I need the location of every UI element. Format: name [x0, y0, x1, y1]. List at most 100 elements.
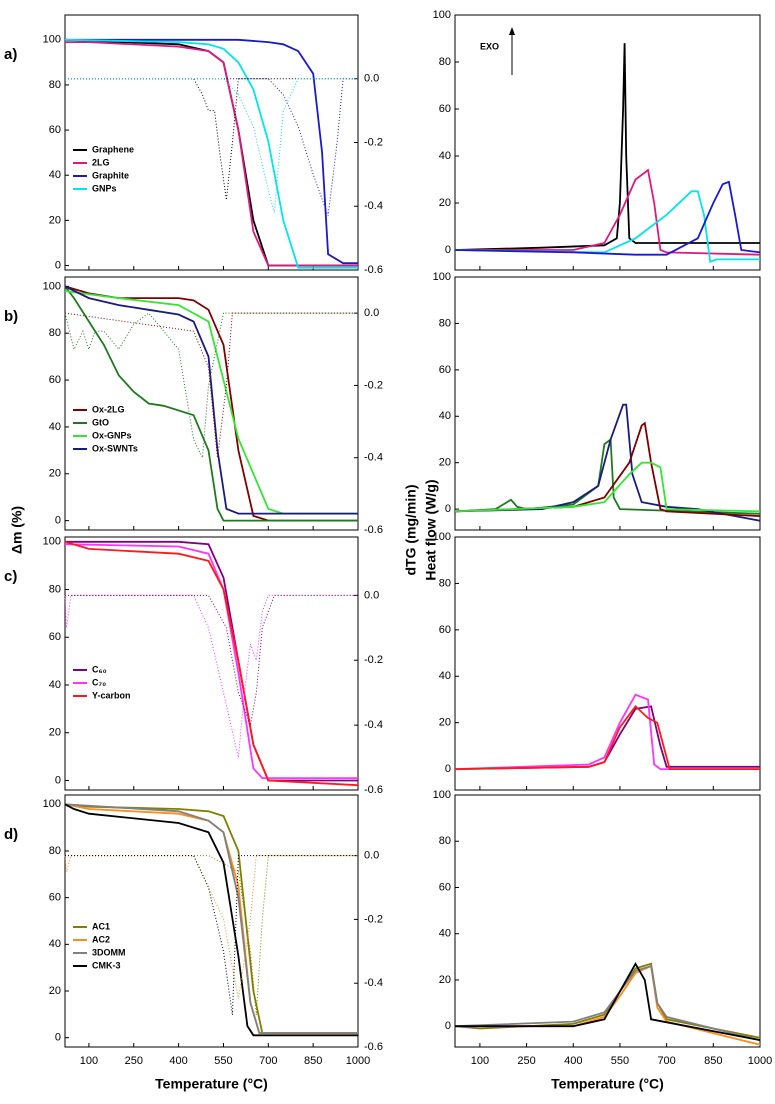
y-tick-label: 80 [49, 583, 61, 595]
y-tick-label: 20 [49, 727, 61, 739]
legend-label: 3DOMM [92, 947, 126, 957]
legend-label: Graphite [92, 170, 129, 180]
dtg-line [65, 855, 358, 1016]
panel-label: a) [4, 46, 17, 63]
series-line [454, 705, 760, 770]
y-tick-label: 60 [49, 124, 61, 136]
series-line [65, 540, 358, 782]
series-line [64, 540, 359, 787]
series-line [455, 168, 761, 256]
series-line [454, 421, 761, 517]
y2-tick-label: -0.2 [364, 136, 383, 148]
y2-tick-label: -0.6 [364, 784, 383, 796]
y2-tick-label: -0.4 [364, 719, 383, 731]
panel-label: b) [4, 308, 18, 325]
legend-label: GNPs [92, 183, 117, 193]
dtg-line [65, 78, 358, 213]
y-tick-label: 100 [43, 34, 61, 46]
series-line [64, 285, 358, 515]
series-line [65, 38, 358, 265]
y2-tick-label: -0.2 [364, 654, 383, 666]
y-tick-label: 40 [49, 421, 61, 433]
x-tick-label: 700 [657, 1055, 675, 1067]
dtg-line [64, 855, 358, 1000]
series-line [64, 38, 358, 269]
x-tick-label: 550 [214, 1055, 232, 1067]
x-axis-title: Temperature (°C) [155, 1076, 268, 1092]
series-line [454, 437, 761, 515]
legend-label: CMK-3 [92, 960, 121, 970]
plot-frame [454, 14, 761, 271]
y2-tick-label: -0.6 [364, 1041, 383, 1053]
right-y-title: Heat flow (W/g) [423, 479, 439, 580]
y-tick-label: 60 [439, 881, 451, 893]
x-tick-label: 550 [611, 1055, 629, 1067]
y-tick-label: 20 [49, 468, 61, 480]
y-tick-label: 40 [49, 938, 61, 950]
plot-frame [454, 794, 761, 1048]
y-tick-label: 20 [49, 985, 61, 997]
series-line [454, 461, 761, 513]
y-tick-label: 100 [43, 536, 61, 548]
legend-label: Ox-2LG [92, 404, 125, 414]
y-tick-label: 60 [49, 631, 61, 643]
y-tick-label: 0 [55, 259, 61, 271]
series-line [64, 285, 358, 522]
y-tick-label: 60 [49, 892, 61, 904]
legend-label: AC1 [92, 921, 110, 931]
y-tick-label: 20 [439, 457, 451, 469]
x-tick-label: 850 [304, 1055, 322, 1067]
series-line [454, 43, 760, 251]
y-tick-label: 20 [439, 974, 451, 986]
series-line [455, 961, 761, 1041]
legend-label: Ox-GNPs [92, 430, 132, 440]
dtg-line [65, 78, 358, 216]
y-tick-label: 20 [439, 197, 451, 209]
y2-tick-label: -0.6 [364, 264, 383, 276]
series-line [455, 964, 761, 1046]
x-tick-label: 400 [564, 1055, 582, 1067]
x-tick-label: 850 [704, 1055, 722, 1067]
y-tick-label: 0 [445, 1020, 451, 1032]
panel-label: c) [4, 568, 17, 585]
plot-frame [64, 536, 359, 791]
y-tick-label: 80 [49, 327, 61, 339]
y2-tick-label: 0.0 [364, 73, 379, 85]
y2-tick-label: -0.2 [364, 913, 383, 925]
y2-tick-label: -0.4 [364, 452, 383, 464]
plot-frame [64, 794, 359, 1048]
exo-arrowhead [509, 27, 515, 35]
series-line [64, 803, 358, 1034]
plot-frame [454, 276, 761, 531]
x-tick-label: 1000 [748, 1055, 772, 1067]
y-tick-label: 40 [439, 410, 451, 422]
y-tick-label: 20 [49, 214, 61, 226]
series-line [64, 803, 358, 1037]
left-y-title: Δm (%) [9, 506, 25, 554]
x-tick-label: 700 [259, 1055, 277, 1067]
y2-tick-label: -0.6 [364, 524, 383, 536]
plot-frame [64, 276, 359, 531]
y-tick-label: 0 [55, 774, 61, 786]
series-line [65, 41, 358, 267]
legend-label: C₆₀ [92, 664, 107, 674]
legend-label: Y-carbon [92, 690, 131, 700]
plot-frame [454, 536, 761, 791]
y-tick-label: 100 [433, 9, 451, 21]
y-tick-label: 100 [433, 531, 451, 543]
annotation: EXO [480, 41, 499, 51]
series-line [454, 964, 761, 1041]
series-line [454, 180, 761, 256]
x-tick-label: 1000 [346, 1055, 370, 1067]
panel-label: d) [4, 826, 18, 843]
y-tick-label: 100 [43, 798, 61, 810]
series-line [454, 403, 761, 522]
y2-tick-label: 0.0 [364, 850, 379, 862]
series-line [64, 290, 358, 515]
y-tick-label: 100 [43, 280, 61, 292]
series-line [454, 190, 760, 264]
y2-tick-label: 0.0 [364, 307, 379, 319]
series-line [64, 543, 358, 779]
x-tick-label: 100 [80, 1055, 98, 1067]
legend-label: GtO [92, 417, 109, 427]
